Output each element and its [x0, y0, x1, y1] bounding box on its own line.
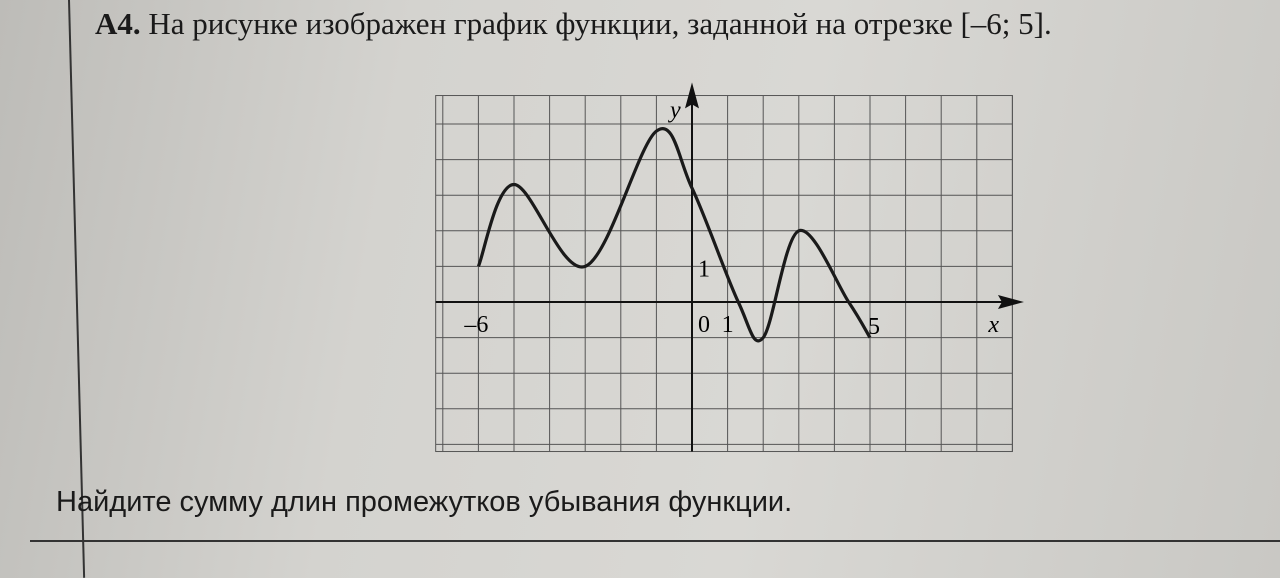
- x-axis-arrow: [997, 295, 1024, 309]
- y-axis-label: y: [668, 98, 681, 124]
- function-curve: [476, 127, 872, 343]
- tick-label-x-start: –6: [463, 312, 488, 338]
- divider: [30, 540, 1280, 542]
- grid-border: [435, 95, 1013, 453]
- grid: [435, 95, 1013, 453]
- tick-label-x-one: 1: [722, 312, 734, 338]
- tick-label-y-one: 1: [698, 256, 710, 282]
- y-axis-arrow: [685, 82, 699, 109]
- tick-label-x-end: 5: [868, 314, 880, 340]
- problem-number: A4.: [95, 6, 141, 41]
- problem-statement: A4. На рисунке изображен график функции,…: [95, 6, 1052, 42]
- question: Найдите сумму длин промежутков убывания …: [56, 486, 793, 518]
- axes: [435, 82, 1024, 452]
- tick-label-origin: 0: [698, 312, 710, 338]
- problem-text: На рисунке изображен график функции, зад…: [148, 6, 1052, 41]
- x-axis-label: x: [987, 312, 999, 338]
